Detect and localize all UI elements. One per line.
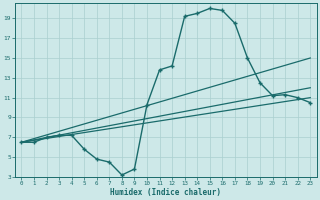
X-axis label: Humidex (Indice chaleur): Humidex (Indice chaleur)	[110, 188, 221, 197]
